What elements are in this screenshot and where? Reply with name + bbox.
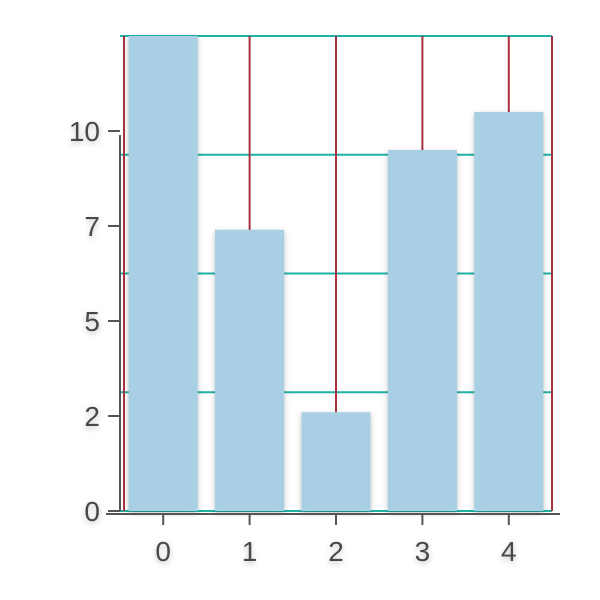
bar-1 — [215, 229, 285, 512]
bar-3 — [387, 150, 457, 511]
y-tick-label: 0 — [84, 496, 100, 527]
x-tick-label: 0 — [155, 536, 171, 567]
axis-layer: 0 2 5 7 10 0 1 2 3 4 — [69, 116, 560, 567]
bar-0 — [128, 36, 198, 511]
x-tick-label: 2 — [328, 536, 344, 567]
bar-2 — [301, 412, 371, 511]
y-tick-label: 5 — [84, 306, 100, 337]
y-tick-label: 10 — [69, 116, 100, 147]
y-tick-label: 2 — [84, 401, 100, 432]
y-tick-label: 7 — [84, 211, 100, 242]
bar-4 — [474, 112, 544, 511]
x-tick-label: 3 — [415, 536, 431, 567]
bar-layer — [128, 36, 544, 512]
x-tick-label: 4 — [501, 536, 517, 567]
x-tick-label: 1 — [242, 536, 258, 567]
